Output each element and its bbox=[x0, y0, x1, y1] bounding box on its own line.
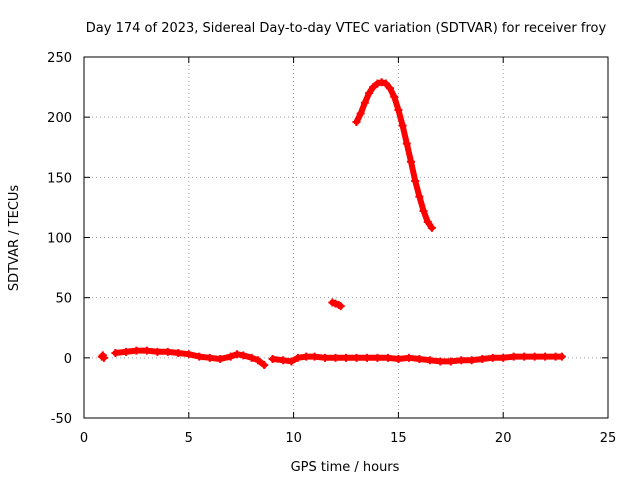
data-point bbox=[268, 355, 277, 364]
data-series bbox=[97, 78, 566, 370]
data-point bbox=[373, 353, 382, 362]
data-point bbox=[233, 350, 242, 359]
data-point bbox=[415, 192, 424, 201]
data-point bbox=[557, 352, 566, 361]
data-point bbox=[390, 92, 399, 101]
y-tick-label: 50 bbox=[55, 292, 72, 307]
data-point bbox=[457, 356, 466, 365]
axis-ticks: 0 5 10 15 20 25 -50 0 50 100 150 200 250 bbox=[47, 51, 616, 446]
sdtvar-baseline-2 bbox=[268, 352, 566, 366]
sdtvar-baseline-1 bbox=[111, 346, 269, 370]
data-point bbox=[174, 349, 183, 358]
data-point bbox=[163, 347, 172, 356]
data-point bbox=[541, 352, 550, 361]
sdtvar-arc bbox=[352, 78, 436, 232]
y-tick-label: -50 bbox=[51, 412, 72, 427]
data-point bbox=[331, 353, 340, 362]
data-point bbox=[336, 302, 345, 311]
data-point bbox=[520, 352, 529, 361]
data-point bbox=[373, 79, 382, 88]
plot-frame bbox=[83, 56, 609, 419]
y-tick-label: 200 bbox=[47, 111, 72, 126]
data-point bbox=[153, 347, 162, 356]
y-tick-label: 150 bbox=[47, 171, 72, 186]
sdtvar-early-point bbox=[97, 351, 108, 362]
data-point bbox=[132, 346, 141, 355]
data-point bbox=[394, 355, 403, 364]
data-point bbox=[287, 357, 296, 366]
data-point bbox=[394, 105, 403, 114]
data-point bbox=[467, 356, 476, 365]
data-point bbox=[415, 355, 424, 364]
sdtvar-arc-line bbox=[353, 79, 435, 231]
x-tick-label: 25 bbox=[600, 431, 617, 446]
data-point bbox=[386, 84, 395, 93]
data-point bbox=[356, 109, 365, 118]
sdtvar-cluster bbox=[328, 298, 345, 311]
data-point bbox=[404, 353, 413, 362]
data-point bbox=[398, 121, 407, 130]
data-point bbox=[226, 352, 235, 361]
x-tick-label: 20 bbox=[495, 431, 512, 446]
data-point bbox=[279, 356, 288, 365]
x-tick-label: 5 bbox=[185, 431, 193, 446]
data-point bbox=[342, 353, 350, 362]
data-point bbox=[247, 353, 256, 362]
data-point bbox=[142, 346, 151, 355]
data-point bbox=[411, 176, 420, 185]
data-point bbox=[381, 79, 390, 88]
data-point bbox=[302, 352, 311, 361]
data-point bbox=[216, 355, 225, 364]
sdtvar-baseline-1-line bbox=[112, 347, 268, 369]
data-point bbox=[425, 356, 434, 365]
data-point bbox=[402, 139, 411, 148]
data-point bbox=[360, 98, 369, 107]
data-point bbox=[446, 357, 455, 366]
x-tick-label: 15 bbox=[390, 431, 407, 446]
data-point bbox=[509, 352, 518, 361]
data-point bbox=[436, 357, 445, 366]
data-point bbox=[253, 356, 262, 365]
grid-lines bbox=[84, 57, 608, 418]
data-point bbox=[488, 353, 497, 362]
data-point bbox=[99, 353, 108, 362]
x-axis-label: GPS time / hours bbox=[291, 460, 400, 475]
data-point bbox=[478, 355, 487, 364]
data-point bbox=[352, 117, 361, 126]
data-point bbox=[205, 353, 214, 362]
data-point bbox=[121, 347, 130, 356]
data-point bbox=[383, 353, 392, 362]
data-point bbox=[530, 352, 539, 361]
y-tick-label: 250 bbox=[47, 51, 72, 66]
data-point bbox=[365, 89, 374, 98]
data-point bbox=[427, 223, 436, 232]
data-point bbox=[419, 207, 428, 216]
data-point bbox=[377, 78, 386, 87]
data-point bbox=[499, 353, 508, 362]
data-point bbox=[293, 353, 302, 362]
y-tick-label: 0 bbox=[64, 352, 72, 367]
x-tick-label: 10 bbox=[285, 431, 302, 446]
data-point bbox=[406, 157, 415, 166]
y-axis-label: SDTVAR / TECUs bbox=[7, 185, 22, 292]
data-point bbox=[369, 83, 378, 92]
data-point bbox=[362, 353, 371, 362]
data-point bbox=[310, 352, 319, 361]
x-tick-label: 0 bbox=[80, 431, 88, 446]
data-point bbox=[260, 361, 269, 370]
data-point bbox=[423, 217, 432, 226]
y-tick-label: 100 bbox=[47, 232, 72, 247]
data-point bbox=[195, 352, 204, 361]
data-point bbox=[321, 353, 330, 362]
data-point bbox=[184, 350, 193, 359]
data-point bbox=[239, 351, 248, 360]
data-point bbox=[111, 349, 120, 358]
data-point bbox=[352, 353, 361, 362]
chart-title: Day 174 of 2023, Sidereal Day-to-day VTE… bbox=[86, 21, 607, 36]
